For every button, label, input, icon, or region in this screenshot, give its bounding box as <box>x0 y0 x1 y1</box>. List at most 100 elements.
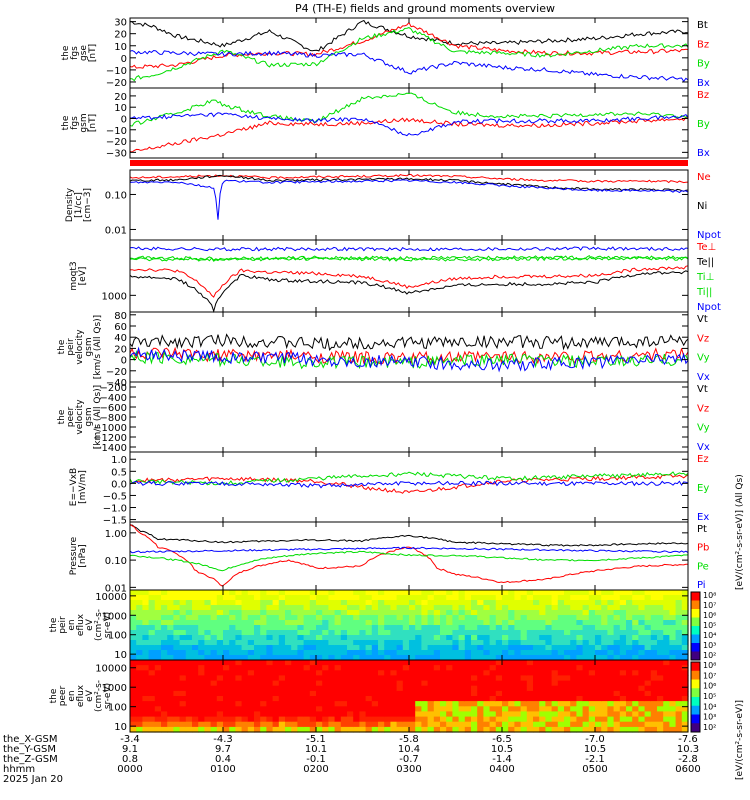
heatmap-cell <box>161 675 168 682</box>
heatmap-cell <box>334 670 342 676</box>
heatmap-cell <box>545 620 553 626</box>
heatmap-cell <box>167 650 174 656</box>
heatmap-cell <box>396 600 404 606</box>
heatmap-cell <box>613 690 621 697</box>
heatmap-cell <box>347 650 354 656</box>
heatmap-cell <box>185 690 193 697</box>
y-label-line: (cm²-s- <box>94 680 104 712</box>
heatmap-cell <box>588 690 596 697</box>
heatmap-cell <box>384 685 391 692</box>
heatmap-cell <box>154 645 162 651</box>
heatmap-cell <box>539 620 546 626</box>
heatmap-cell <box>588 655 596 661</box>
heatmap-cell <box>167 680 174 687</box>
heatmap-cell <box>359 696 367 702</box>
heatmap-cell <box>446 600 453 606</box>
heatmap-cell <box>179 685 187 692</box>
heatmap-cell <box>669 605 677 611</box>
heatmap-cell <box>607 680 615 687</box>
heatmap-cell <box>564 645 571 651</box>
heatmap-cell <box>167 595 174 601</box>
heatmap-cell <box>564 635 571 641</box>
heatmap-cell <box>557 660 565 666</box>
heatmap-cell <box>539 701 546 707</box>
heatmap-cell <box>396 595 404 601</box>
heatmap-cell <box>415 600 422 606</box>
heatmap-cell <box>533 690 540 697</box>
heatmap-cell <box>179 670 187 676</box>
heatmap-cell <box>495 635 503 641</box>
heatmap-cell <box>210 660 218 666</box>
heatmap-cell <box>539 721 546 728</box>
heatmap-cell <box>272 600 280 606</box>
series-line-Pe <box>129 550 689 572</box>
heatmap-cell <box>297 675 305 682</box>
heatmap-cell <box>260 610 267 616</box>
heatmap-cell <box>409 625 416 631</box>
heatmap-cell <box>223 595 230 601</box>
heatmap-cell <box>613 726 621 733</box>
heatmap-cell <box>495 605 503 611</box>
heatmap-cell <box>148 696 156 702</box>
heatmap-cell <box>440 696 447 702</box>
heatmap-cell <box>396 650 404 656</box>
heatmap-cell <box>402 690 410 697</box>
heatmap-cell <box>347 630 354 636</box>
heatmap-cell <box>409 665 416 671</box>
heatmap-cell <box>384 716 391 723</box>
heatmap-cell <box>278 690 286 697</box>
heatmap-cell <box>334 600 342 606</box>
heatmap-cell <box>477 615 484 621</box>
heatmap-cell <box>136 675 143 682</box>
heatmap-cell <box>291 660 298 666</box>
heatmap-cell <box>272 660 280 666</box>
heatmap-cell <box>681 615 689 621</box>
heatmap-cell <box>427 655 435 661</box>
heatmap-cell <box>638 670 646 676</box>
heatmap-cell <box>229 620 236 626</box>
heatmap-cell <box>495 726 503 733</box>
heatmap-cell <box>322 685 329 692</box>
heatmap-cell <box>340 660 348 666</box>
panel-frame <box>129 311 689 383</box>
heatmap-cell <box>588 685 596 692</box>
heatmap-cell <box>371 615 379 621</box>
heatmap-cell <box>210 645 218 651</box>
heatmap-cell <box>508 625 515 631</box>
heatmap-cell <box>483 711 491 718</box>
heatmap-cell <box>427 711 435 718</box>
heatmap-cell <box>526 721 534 728</box>
heatmap-cell <box>675 660 683 666</box>
heatmap-cell <box>415 660 422 666</box>
heatmap-cell <box>650 640 658 646</box>
heatmap-cell <box>223 620 230 626</box>
heatmap-cell <box>526 711 534 718</box>
heatmap-cell <box>173 696 181 702</box>
heatmap-cell <box>378 706 385 712</box>
heatmap-cell <box>564 590 571 596</box>
y-tick-label: −600 <box>100 403 127 414</box>
heatmap-cell <box>179 706 187 712</box>
heatmap-cell <box>192 716 199 723</box>
heatmap-cell <box>198 620 205 626</box>
heatmap-cell <box>626 620 633 626</box>
heatmap-cell <box>675 721 683 728</box>
heatmap-cell <box>322 635 329 641</box>
heatmap-cell <box>334 711 342 718</box>
heatmap-cell <box>285 605 292 611</box>
heatmap-cell <box>148 726 156 733</box>
heatmap-cell <box>675 680 683 687</box>
heatmap-cell <box>148 701 156 707</box>
colorbar-tick-label: 10⁵ <box>703 621 716 630</box>
heatmap-cell <box>347 696 354 702</box>
heatmap-cell <box>514 590 522 596</box>
heatmap-cell <box>340 630 348 636</box>
heatmap-cell <box>272 610 280 616</box>
heatmap-cell <box>130 721 137 728</box>
heatmap-cell <box>353 610 360 616</box>
heatmap-cell <box>297 600 305 606</box>
heatmap-cell <box>223 685 230 692</box>
heatmap-cell <box>644 600 652 606</box>
heatmap-cell <box>402 590 410 596</box>
heatmap-cell <box>477 590 484 596</box>
